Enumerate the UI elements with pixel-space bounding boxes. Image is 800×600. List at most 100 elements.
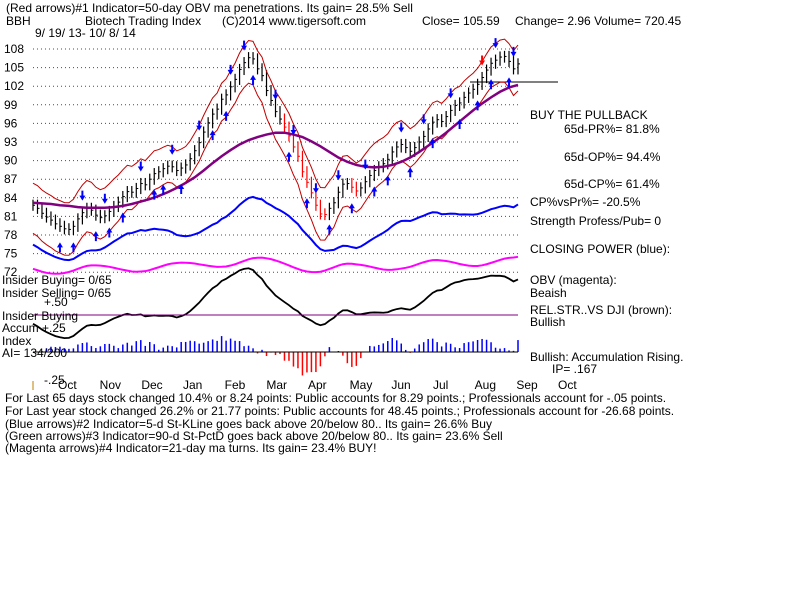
ma50-polyline: [32, 83, 519, 209]
down-arrow: [101, 193, 108, 204]
buy-the-pullback: BUY THE PULLBACK: [530, 108, 648, 122]
blue-up-arrow: [250, 74, 257, 85]
blue-up-arrow: [488, 79, 495, 90]
down-arrow: [398, 122, 405, 133]
blue-up-arrow: [384, 175, 391, 186]
price-grid: [33, 48, 558, 273]
blue-up-arrow: [407, 167, 414, 178]
y-tick-label: 93: [4, 135, 18, 149]
y-tick-label: 105: [4, 61, 24, 75]
y-tick-label: 75: [4, 247, 18, 261]
blue-up-arrow: [223, 110, 230, 121]
index-label: Index: [2, 334, 32, 348]
lower-band: [32, 81, 519, 256]
blue-up-arrow: [178, 184, 185, 195]
blue-up-arrow: [209, 130, 216, 141]
plus-50-label: +.50: [44, 295, 68, 309]
blue-up-arrow: [119, 212, 126, 223]
down-arrow: [196, 120, 203, 131]
y-tick-label: 72: [4, 265, 18, 279]
blue-up-arrow: [160, 184, 167, 195]
strength-profess-pub: Strength Profess/Pub= 0: [530, 214, 662, 228]
y-tick-label: 90: [4, 154, 18, 168]
x-tick-label: Feb: [225, 378, 246, 392]
down-arrow: [312, 183, 319, 194]
x-axis-labels: Oct Nov Dec Jan Feb Mar Apr May Jun Jul Aug Sep Oct: [32, 378, 577, 392]
blue-up-arrow: [106, 227, 113, 238]
relstr-label: REL.STR..VS DJI (brown):: [530, 303, 673, 317]
blue-up-arrow: [326, 224, 333, 235]
cp-vs-pr: CP%vsPr%= -20.5%: [530, 195, 641, 209]
insider-buying: Insider Buying= 0/65: [2, 273, 112, 287]
insider-selling: Insider Selling= 0/65: [2, 286, 112, 300]
footer-last-year: For Last year stock changed 26.2% or 21.…: [5, 404, 675, 418]
obv-state: Beaish: [530, 286, 567, 300]
x-tick-label: Jun: [391, 378, 410, 392]
down-arrow: [272, 89, 279, 100]
red-arrows-indicator: (Red arrows)#1 Indicator=50-day OBV ma p…: [6, 1, 413, 15]
accumulation-histogram: [33, 336, 519, 376]
y-tick-label: 78: [4, 228, 18, 242]
closing-power-line: [32, 195, 519, 262]
cp-value: 65d-CP%= 61.4%: [564, 177, 660, 191]
down-arrow: [362, 159, 369, 170]
blue-up-arrow: [371, 186, 378, 197]
accumulation-status: Bullish: Accumulation Rising.: [530, 350, 684, 364]
ma50-line: [32, 83, 519, 209]
down-arrow: [290, 124, 297, 135]
blue-up-arrow: [70, 242, 77, 253]
down-arrow: [227, 64, 234, 75]
footer-65-days: For Last 65 days stock changed 10.4% or …: [5, 391, 667, 405]
blue-up-arrow: [92, 231, 99, 242]
blue-up-arrow: [506, 77, 513, 88]
blue-up-arrow: [303, 198, 310, 209]
x-tick-label: Mar: [266, 378, 287, 392]
y-tick-label: 84: [4, 191, 18, 205]
index-name: Biotech Trading Index: [85, 14, 202, 28]
y-tick-label: 87: [4, 172, 18, 186]
minus-25-label: -.25: [44, 373, 65, 387]
bands: [32, 38, 519, 256]
x-tick-label: Oct: [58, 378, 77, 392]
x-tick-label: Aug: [475, 378, 496, 392]
down-arrow: [420, 114, 427, 125]
blue-up-arrow: [151, 189, 158, 200]
y-axis-labels: 108 105 102 99 96 93 90 87 84 81 78 75 72: [4, 42, 24, 279]
x-tick-label: Sep: [516, 378, 538, 392]
down-arrow: [241, 40, 248, 51]
x-tick-label: Nov: [100, 378, 121, 392]
footer-magenta-arrows: (Magenta arrows)#4 Indicator=21-day ma t…: [5, 441, 377, 455]
close-value: Close= 105.59: [422, 14, 500, 28]
y-tick-label: 102: [4, 79, 24, 93]
x-tick-label: May: [350, 378, 373, 392]
pr-value: 65d-PR%= 81.8%: [564, 122, 660, 136]
rel-strength-line: [32, 267, 519, 340]
ip-value: IP= .167: [552, 362, 598, 376]
x-tick-label: Jul: [433, 378, 448, 392]
y-tick-label: 99: [4, 98, 18, 112]
blue-up-arrow: [56, 242, 63, 253]
obv-polyline: [32, 255, 519, 275]
down-arrow: [510, 46, 517, 57]
down-arrow: [447, 88, 454, 99]
relstr-state: Bullish: [530, 315, 566, 329]
down-arrow: [169, 144, 176, 155]
down-arrow: [335, 170, 342, 181]
accum-label: Accum +.25: [2, 321, 66, 335]
op-value: 65d-OP%= 94.4%: [564, 150, 661, 164]
x-tick-label: Jan: [183, 378, 202, 392]
blue-up-arrow: [348, 203, 355, 214]
footer-green-arrows: (Green arrows)#3 Indicator=90-d St-PctD …: [5, 429, 503, 443]
upper-band: [32, 38, 519, 204]
x-tick-label: Apr: [308, 378, 327, 392]
x-tick-label: Dec: [141, 378, 162, 392]
blue-up-arrow: [456, 118, 463, 129]
blue-up-arrow: [429, 138, 436, 149]
down-arrow: [479, 55, 486, 66]
obv-line: [32, 255, 519, 275]
closing-power-label: CLOSING POWER (blue):: [530, 242, 671, 256]
y-tick-label: 81: [4, 209, 18, 223]
copyright: (C)2014 www.tigersoft.com: [222, 14, 367, 28]
